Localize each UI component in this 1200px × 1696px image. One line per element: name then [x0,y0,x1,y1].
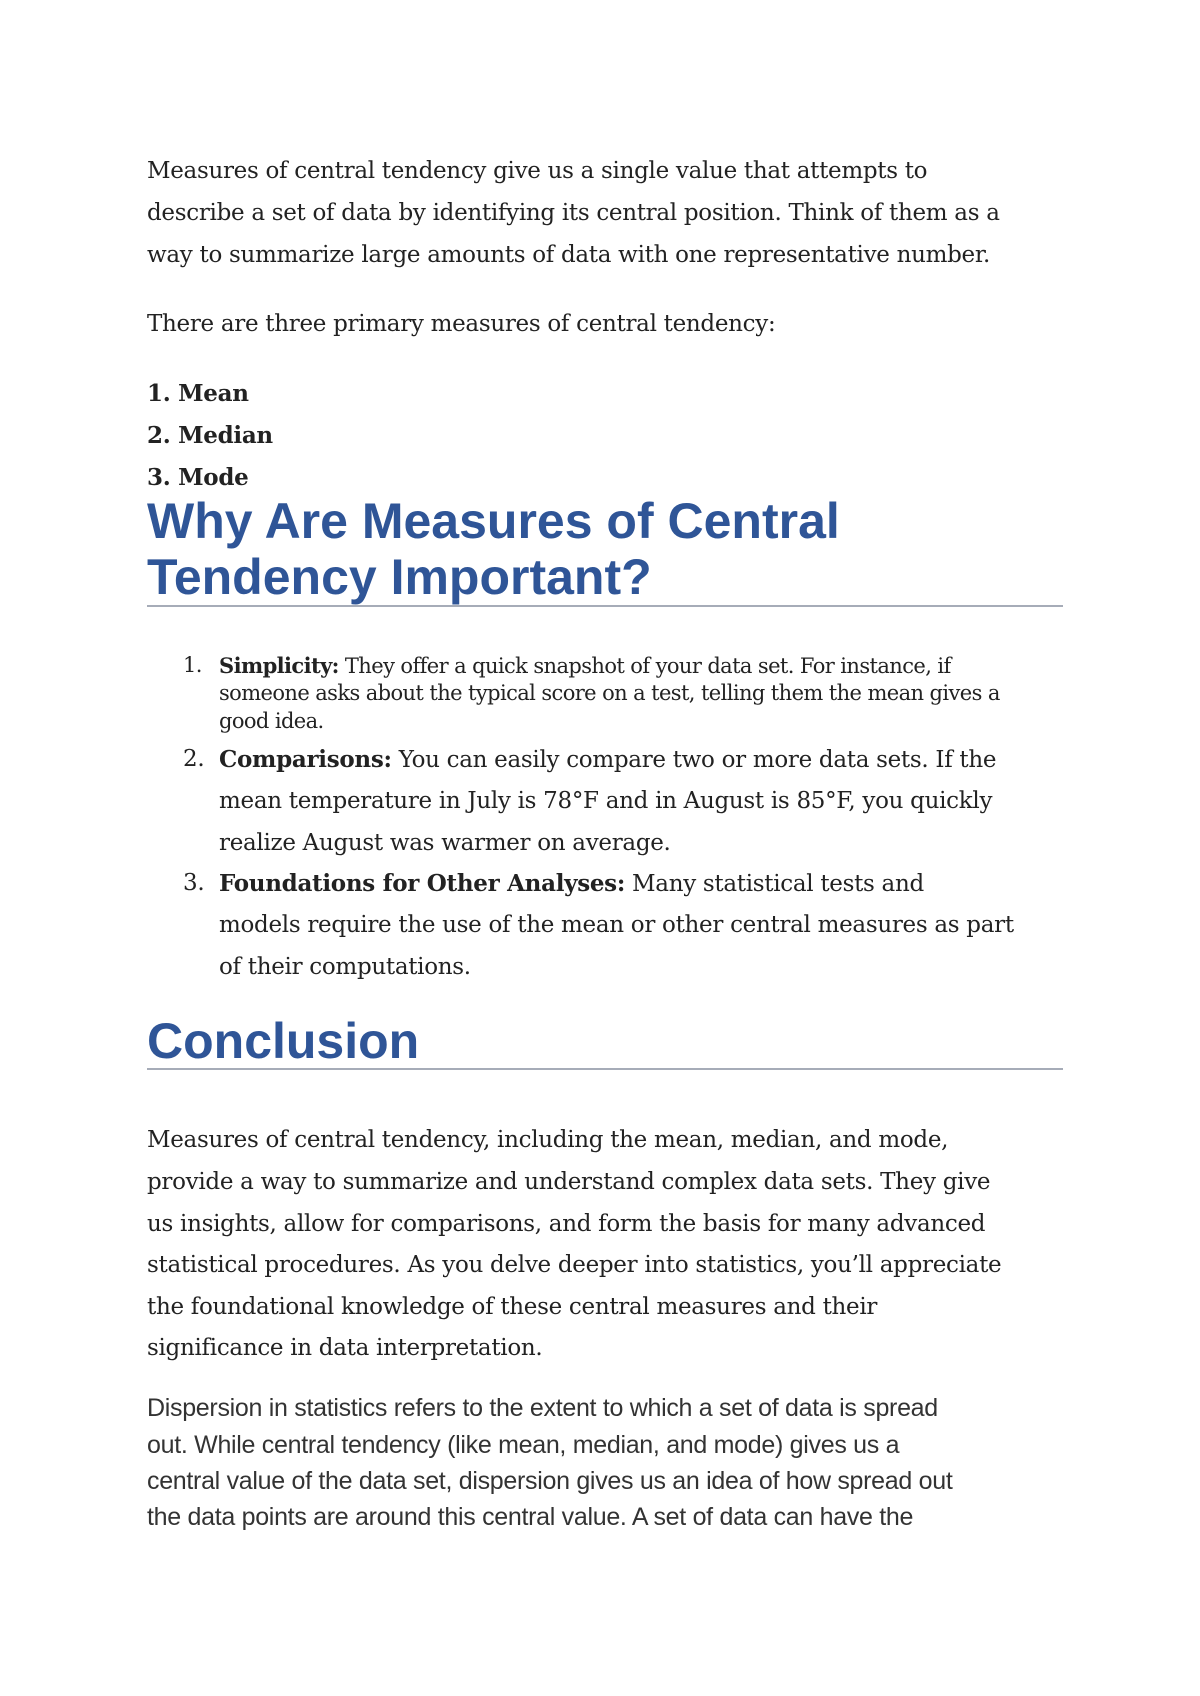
text-line: Dispersion in statistics refers to the e… [147,1394,938,1422]
list-line: mean temperature in July is 78°F and in … [219,788,993,814]
list-number: 2. [183,746,205,772]
text-line: Measures of central tendency give us a s… [147,158,928,184]
list-line: realize August was warmer on average. [219,830,671,856]
text-line: way to summarize large amounts of data w… [147,242,991,268]
text-line: provide a way to summarize and understan… [147,1169,991,1195]
measure-median: 2. Median [147,422,273,449]
text-line: central value of the data set, dispersio… [147,1467,953,1495]
list-title: Foundations for Other Analyses: [219,870,626,897]
measure-mode: 3. Mode [147,464,249,491]
text-line: Measures of central tendency, including … [147,1127,949,1153]
list-title: Simplicity: [219,653,339,678]
list-line: models require the use of the mean or ot… [219,912,1014,938]
why-heading-line2: Tendency Important? [147,549,652,605]
list-number: 3. [183,870,205,896]
list-line: someone asks about the typical score on … [219,681,1000,705]
why-heading-line1: Why Are Measures of Central [147,493,840,549]
text-line: statistical procedures. As you delve dee… [147,1252,1002,1278]
list-number: 1. [183,653,202,677]
measure-mean: 1. Mean [147,380,249,407]
text-line: significance in data interpretation. [147,1335,543,1361]
list-line: good idea. [219,709,324,733]
conclusion-heading: Conclusion [147,1013,420,1069]
list-text: Many statistical tests and [625,871,924,897]
heading-rule [147,1068,1063,1070]
three-primary-text: There are three primary measures of cent… [147,311,776,337]
list-line: of their computations. [219,954,471,980]
text-line: us insights, allow for comparisons, and … [147,1211,986,1237]
heading-rule [147,605,1063,607]
list-line: Foundations for Other Analyses: Many sta… [219,870,924,897]
list-line: Simplicity: They offer a quick snapshot … [219,653,951,678]
text-line: out. While central tendency (like mean, … [147,1431,900,1459]
list-line: Comparisons: You can easily compare two … [219,746,996,773]
list-title: Comparisons: [219,746,392,773]
list-text: You can easily compare two or more data … [391,747,997,773]
text-line: the foundational knowledge of these cent… [147,1294,878,1320]
text-line: describe a set of data by identifying it… [147,200,1000,226]
text-line: the data points are around this central … [147,1503,914,1531]
list-text: They offer a quick snapshot of your data… [338,654,951,678]
